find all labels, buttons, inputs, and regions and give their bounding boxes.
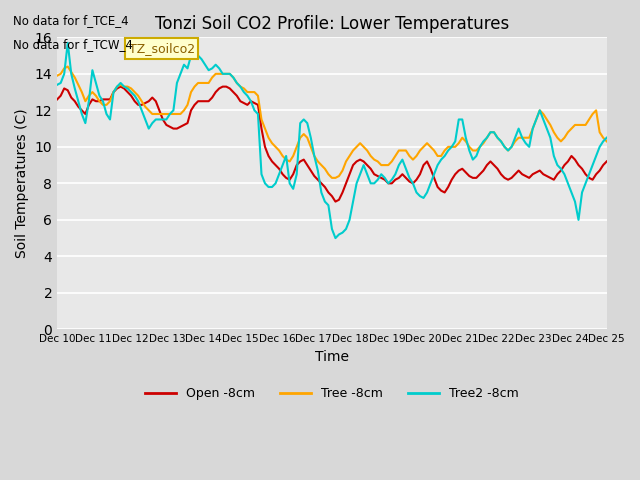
Legend: Open -8cm, Tree -8cm, Tree2 -8cm: Open -8cm, Tree -8cm, Tree2 -8cm xyxy=(140,382,524,405)
Text: TZ_soilco2: TZ_soilco2 xyxy=(129,42,195,55)
Y-axis label: Soil Temperatures (C): Soil Temperatures (C) xyxy=(15,108,29,258)
Text: No data for f_TCW_4: No data for f_TCW_4 xyxy=(13,38,132,51)
X-axis label: Time: Time xyxy=(315,350,349,364)
Title: Tonzi Soil CO2 Profile: Lower Temperatures: Tonzi Soil CO2 Profile: Lower Temperatur… xyxy=(155,15,509,33)
Text: No data for f_TCE_4: No data for f_TCE_4 xyxy=(13,14,129,27)
